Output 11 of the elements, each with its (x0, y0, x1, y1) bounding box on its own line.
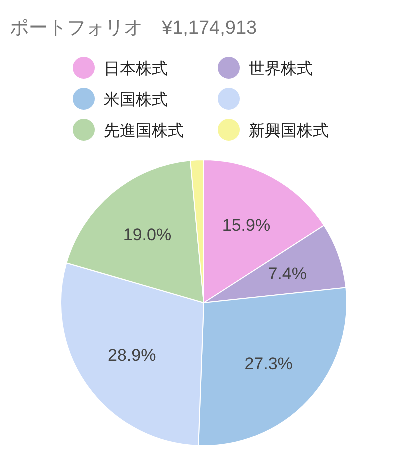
data-label: 19.0% (123, 226, 172, 245)
data-label: 27.3% (244, 354, 293, 374)
data-label: 7.4% (268, 264, 307, 284)
legend-label: 先進国株式 (104, 122, 184, 140)
legend-label: 米国株式 (104, 91, 168, 109)
legend-label: 日本株式 (104, 60, 168, 78)
legend-label: 新興国株式 (249, 122, 329, 140)
chart-title: ポートフォリオ ¥1,174,913 (10, 18, 258, 39)
legend-label: 世界株式 (249, 60, 313, 78)
data-label: 28.9% (108, 346, 156, 365)
data-label: 15.9% (222, 216, 271, 236)
